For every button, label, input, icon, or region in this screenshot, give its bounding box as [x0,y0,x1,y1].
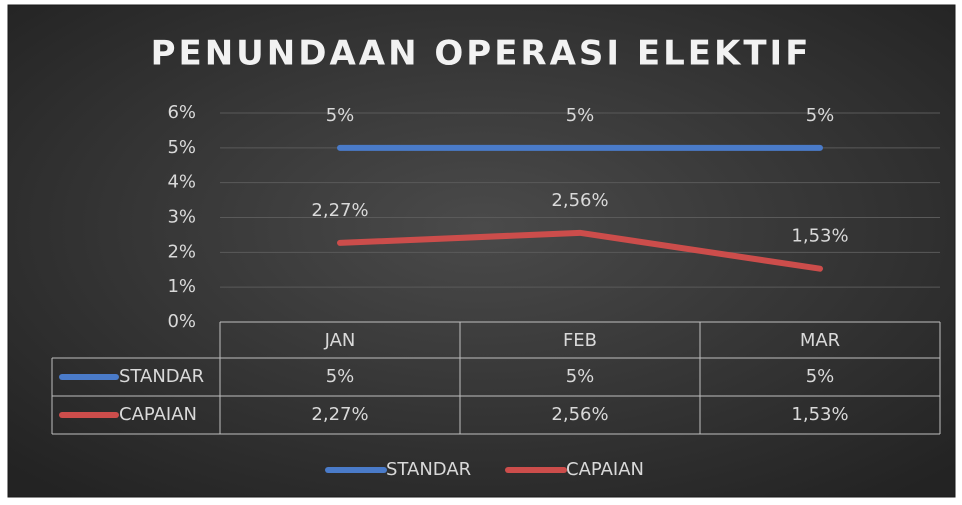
y-tick-label: 5% [167,137,196,158]
table-cell: 5% [566,366,595,387]
data-label: 2,56% [551,190,608,211]
y-tick-label: 3% [167,207,196,228]
table-header: MAR [800,330,840,351]
table-header: JAN [324,330,356,351]
chart-background [7,4,956,498]
data-label: 1,53% [791,226,848,247]
table-row-label: CAPAIAN [119,404,197,425]
y-tick-label: 4% [167,172,196,193]
data-label: 5% [326,105,355,126]
y-tick-label: 6% [167,102,196,123]
y-tick-label: 2% [167,241,196,262]
y-tick-label: 0% [167,311,196,332]
data-label: 2,27% [311,200,368,221]
table-cell: 2,56% [551,404,608,425]
series-line [337,229,823,272]
table-cell: 1,53% [791,404,848,425]
data-label: 5% [566,105,595,126]
y-tick-label: 1% [167,276,196,297]
legend-label: STANDAR [386,459,471,480]
table-cell: 2,27% [311,404,368,425]
table-cell: 5% [326,366,355,387]
table-header: FEB [563,330,597,351]
table-cell: 5% [806,366,835,387]
data-label: 5% [806,105,835,126]
chart-title: PENUNDAAN OPERASI ELEKTIF [151,34,812,74]
table-row-label: STANDAR [119,366,204,387]
legend-label: CAPAIAN [566,459,644,480]
